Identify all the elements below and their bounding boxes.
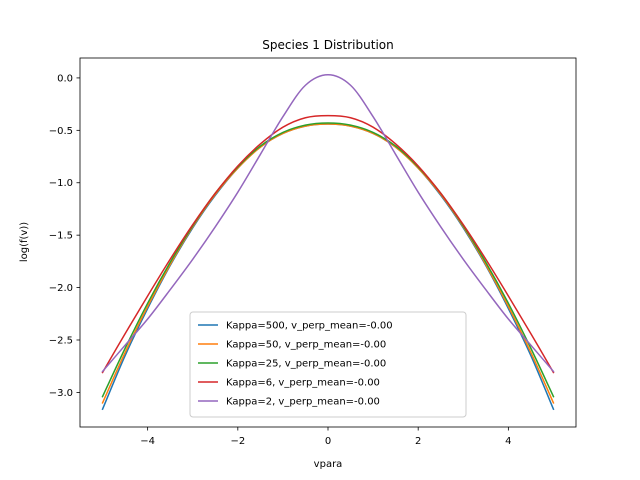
x-tick-label: 2 [415, 436, 421, 447]
series-line-4 [101, 114, 555, 374]
y-tick-label: −0.5 [49, 126, 73, 137]
y-tick-label: −1.0 [49, 178, 73, 189]
legend-label: Kappa=6, v_perp_mean=-0.00 [226, 378, 380, 389]
y-axis: 0.0 −0.5 −1.0 −1.5 −2.0 −2.5 −3.0 [49, 73, 80, 399]
legend-box [189, 311, 467, 418]
legend-label: Kappa=500, v_perp_mean=-0.00 [226, 321, 393, 332]
y-tick-label: −1.5 [49, 231, 73, 242]
legend: Kappa=500, v_perp_mean=-0.00 Kappa=50, v_… [189, 311, 467, 418]
series-line-5 [101, 74, 555, 373]
x-tick-label: −2 [230, 436, 245, 447]
x-tick-label: 0 [325, 436, 331, 447]
series-lines [101, 74, 555, 411]
y-tick-label: 0.0 [57, 73, 73, 84]
legend-label: Kappa=50, v_perp_mean=-0.00 [226, 340, 386, 351]
x-tick-label: −4 [140, 436, 155, 447]
x-axis: −4 −2 0 2 4 [140, 427, 512, 447]
x-tick-label: 4 [505, 436, 511, 447]
y-axis-label: log(f(v)) [19, 222, 30, 262]
y-tick-label: −2.0 [49, 283, 73, 294]
series-line-2 [101, 123, 555, 404]
chart-title: Species 1 Distribution [262, 38, 393, 52]
legend-label: Kappa=2, v_perp_mean=-0.00 [226, 397, 380, 408]
y-tick-label: −3.0 [49, 388, 73, 399]
y-tick-label: −2.5 [49, 335, 73, 346]
series-line-3 [101, 122, 555, 398]
x-axis-label: vpara [314, 459, 343, 470]
legend-label: Kappa=25, v_perp_mean=-0.00 [226, 359, 386, 370]
